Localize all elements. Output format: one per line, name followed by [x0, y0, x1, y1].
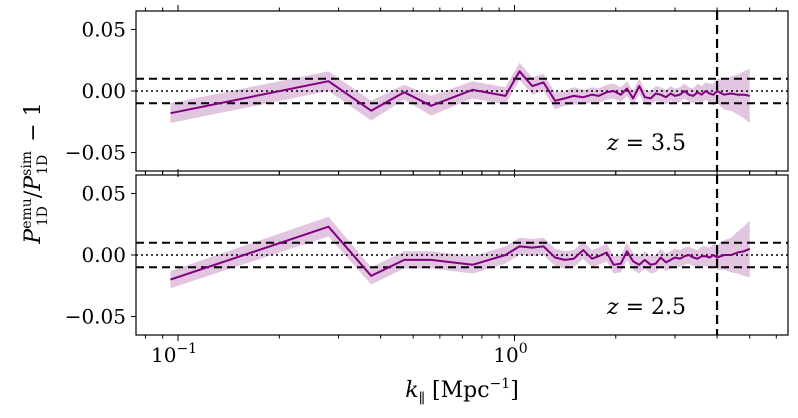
series-line-bottom — [170, 225, 751, 281]
error-band-top — [170, 62, 750, 123]
plot-area-top — [136, 11, 788, 171]
y-tick-label-top-0: 0.05 — [81, 17, 126, 41]
x-axis-label: k∥ [Mpc−1] — [405, 376, 519, 407]
y-tick-label-top-1: 0.00 — [81, 79, 126, 103]
panel-top: 0.05 0.00 −0.05 z = 3.5 — [65, 5, 789, 177]
y-tick-label-top-2: −0.05 — [65, 141, 126, 165]
x-tick-label-1: 100 — [493, 341, 527, 367]
y-tick-label-bottom-1: 0.00 — [81, 243, 126, 267]
panel-bottom: 0.05 0.00 −0.05 10−1 100 z = 2.5 — [65, 169, 789, 367]
y-tick-label-bottom-0: 0.05 — [81, 181, 126, 205]
y-axis-label: Pemu1D/Psim1D − 1 — [19, 102, 51, 244]
ticks-bottom: 0.05 0.00 −0.05 10−1 100 — [65, 169, 777, 367]
series-line-top — [170, 70, 750, 115]
annotation-top: z = 3.5 — [606, 131, 686, 156]
plot-area-bottom — [136, 175, 788, 335]
error-band-bottom — [170, 216, 750, 289]
y-tick-label-bottom-2: −0.05 — [65, 305, 126, 329]
annotation-bottom: z = 2.5 — [606, 295, 686, 320]
x-tick-label-0: 10−1 — [151, 341, 197, 367]
